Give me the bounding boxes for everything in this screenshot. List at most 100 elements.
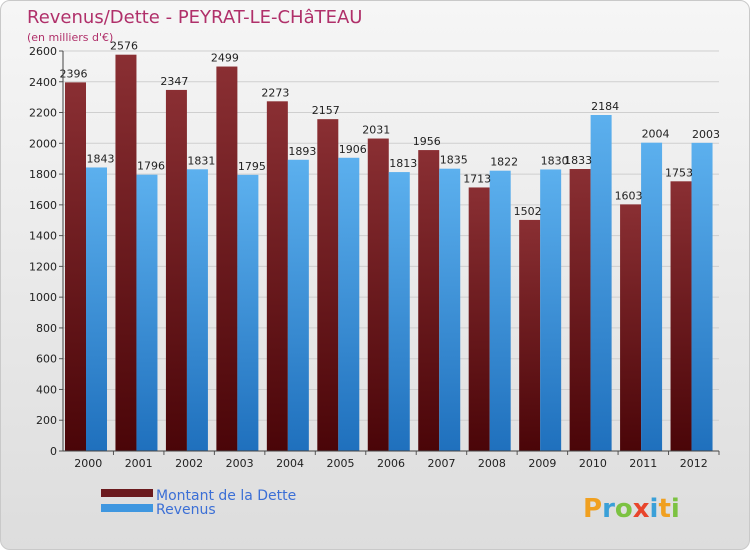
value-label-revenus: 2184 [591, 100, 619, 113]
logo-letter: r [602, 494, 615, 524]
bar-revenus [86, 167, 107, 451]
logo-letter: o [615, 494, 633, 524]
legend-swatch-revenus [101, 504, 153, 512]
bar-revenus [237, 174, 259, 451]
x-tick-label: 2007 [427, 457, 455, 470]
bar-revenus [540, 169, 562, 451]
bar-dette [670, 181, 692, 452]
bar-revenus [489, 170, 511, 451]
value-label-dette: 2031 [362, 124, 390, 137]
value-label-dette: 2347 [160, 75, 188, 88]
y-tick-label: 2600 [29, 45, 57, 58]
bar-dette [266, 101, 288, 452]
x-tick-label: 2010 [579, 457, 607, 470]
value-label-dette: 2273 [261, 86, 289, 99]
logo-letter: i [650, 494, 659, 524]
y-tick-label: 2400 [29, 76, 57, 89]
bar-revenus [641, 142, 663, 451]
bar-revenus [590, 115, 612, 451]
x-tick-label: 2001 [125, 457, 153, 470]
y-tick-label: 400 [36, 383, 57, 396]
value-label-revenus: 1843 [87, 152, 115, 165]
value-label-dette: 2499 [211, 52, 239, 65]
value-label-revenus: 2003 [692, 128, 720, 141]
bar-revenus [136, 174, 158, 451]
bar-dette [115, 54, 137, 451]
x-axis-labels: 2000 2001 2002 2003 2004 2005 2006 2007 2008 2009… [74, 457, 708, 470]
value-label-revenus: 1822 [490, 156, 518, 169]
x-tick-label: 2002 [175, 457, 203, 470]
y-tick-label: 800 [36, 322, 57, 335]
value-label-dette: 2396 [60, 67, 88, 80]
y-tick-label: 600 [36, 353, 57, 366]
y-tick-label: 1800 [29, 168, 57, 181]
bar-dette [418, 150, 440, 452]
value-label-dette: 2157 [312, 104, 340, 117]
x-tick-label: 2012 [680, 457, 708, 470]
x-tick-label: 2008 [478, 457, 506, 470]
bar-dette [367, 138, 389, 452]
x-tick-label: 2003 [226, 457, 254, 470]
y-tick-label: 2200 [29, 107, 57, 120]
chart-title: Revenus/Dette - PEYRAT-LE-CHâTEAU [27, 7, 362, 28]
bar-dette [468, 187, 490, 451]
y-tick-label: 2000 [29, 137, 57, 150]
logo-letter: x [633, 494, 650, 524]
x-tick-label: 2006 [377, 457, 405, 470]
value-label-dette: 2576 [110, 40, 138, 53]
bar-dette [569, 169, 591, 451]
value-labels: 2396 1843 2576 1796 2347 1831 2499 1795 2273 1893… [60, 40, 721, 218]
bar-revenus [338, 157, 360, 451]
y-tick-label: 1600 [29, 199, 57, 212]
chart-subtitle: (en milliers d'€) [27, 31, 113, 44]
y-axis-labels: 0 200 400 600 800 1000 1200 1400 1600 1800 2000 220… [29, 45, 57, 458]
bar-revenus [287, 159, 309, 451]
logo-letter: P [583, 494, 602, 524]
value-label-revenus: 1893 [288, 145, 316, 158]
value-label-dette: 1713 [463, 172, 491, 185]
y-tick-label: 1000 [29, 291, 57, 304]
bar-dette [216, 66, 238, 452]
legend-label-revenus: Revenus [156, 502, 216, 518]
value-label-revenus: 1906 [339, 143, 367, 156]
value-label-revenus: 1830 [541, 154, 569, 167]
logo-letter: t [658, 494, 670, 524]
bar-dette [620, 204, 642, 451]
value-label-revenus: 1831 [187, 154, 215, 167]
value-label-revenus: 1795 [238, 160, 266, 173]
value-label-dette: 1502 [514, 205, 542, 218]
bar-revenus [186, 169, 208, 452]
value-label-revenus: 1813 [389, 157, 417, 170]
bars [65, 54, 713, 452]
value-label-revenus: 1835 [440, 154, 468, 167]
value-label-revenus: 2004 [642, 128, 670, 141]
y-tick-label: 1400 [29, 230, 57, 243]
y-tick-label: 1200 [29, 260, 57, 273]
legend: Montant de la Dette Revenus [101, 488, 296, 518]
value-label-dette: 1603 [615, 189, 643, 202]
value-label-revenus: 1796 [137, 160, 165, 173]
y-tick-label: 200 [36, 414, 57, 427]
logo-letter: i [671, 494, 680, 524]
bar-dette [65, 82, 86, 451]
x-tick-label: 2011 [629, 457, 657, 470]
bar-revenus [691, 142, 713, 451]
bar-dette [317, 119, 339, 452]
value-label-dette: 1956 [413, 135, 441, 148]
value-label-dette: 1753 [665, 166, 693, 179]
legend-label-dette: Montant de la Dette [156, 488, 296, 504]
value-label-dette: 1833 [564, 154, 592, 167]
legend-swatch-dette [101, 489, 153, 497]
proxiti-logo: Proxiti [583, 494, 680, 524]
x-tick-label: 2004 [276, 457, 304, 470]
bar-dette [519, 219, 541, 451]
bar-dette [165, 89, 187, 451]
y-tick-label: 0 [50, 445, 57, 458]
bar-revenus [439, 168, 461, 451]
x-tick-label: 2005 [327, 457, 355, 470]
x-tick-label: 2009 [528, 457, 556, 470]
bar-revenus [388, 172, 410, 452]
x-tick-label: 2000 [74, 457, 102, 470]
